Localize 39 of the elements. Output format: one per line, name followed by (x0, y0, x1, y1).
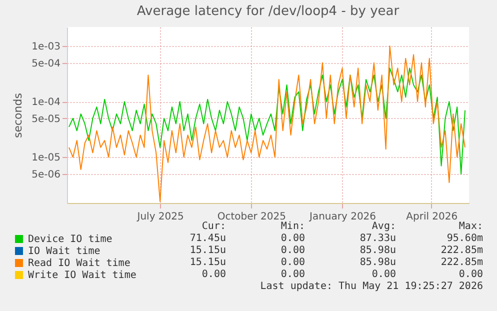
text: 222.85m (440, 245, 483, 256)
chart-title: Average latency for /dev/loop4 - by year (136, 4, 400, 19)
y-tick-label: 1e-03 (32, 42, 60, 53)
text: 0.00 (280, 245, 305, 256)
text: 15.15u (190, 257, 226, 268)
y-tick-label: 1e-04 (32, 97, 60, 108)
text: Cur: (202, 221, 226, 232)
text: 0.00 (280, 233, 305, 244)
y-tick-label: 5e-05 (32, 114, 60, 125)
text: 71.45u (190, 233, 226, 244)
legend-label: IO Wait time (28, 246, 100, 257)
x-tick-label: April 2026 (406, 212, 458, 222)
text: 0.00 (372, 269, 396, 280)
y-tick-label: 5e-04 (32, 58, 60, 70)
line-series (68, 46, 466, 202)
x-tick-label: October 2025 (217, 212, 286, 222)
text: 0.00 (202, 269, 226, 280)
text: 85.98u (360, 257, 396, 268)
text: Min: (280, 221, 305, 232)
text: 0.00 (280, 269, 305, 280)
legend-label: Write IO Wait time (28, 270, 136, 281)
text: Avg: (372, 221, 396, 232)
text: Max: (458, 221, 483, 232)
x-tick-label: January 2026 (308, 212, 376, 222)
text: 0.00 (280, 257, 305, 268)
text: 0.00 (458, 269, 483, 280)
y-tick-label: 5e-06 (32, 169, 60, 180)
text: Last update: Thu May 21 19:25:27 2026 (260, 281, 483, 292)
x-tick-label: July 2025 (136, 212, 184, 222)
text: 87.33u (360, 233, 396, 244)
line-series (68, 68, 466, 174)
text: 15.15u (190, 245, 226, 256)
text: 85.98u (360, 245, 396, 256)
legend-label: Device IO time (28, 234, 112, 245)
text: 95.60m (446, 233, 483, 244)
text: 222.85m (440, 257, 483, 268)
y-tick-label: 1e-05 (32, 152, 60, 164)
legend-label: Read IO Wait time (28, 258, 130, 269)
y-axis-title: seconds (12, 92, 25, 138)
